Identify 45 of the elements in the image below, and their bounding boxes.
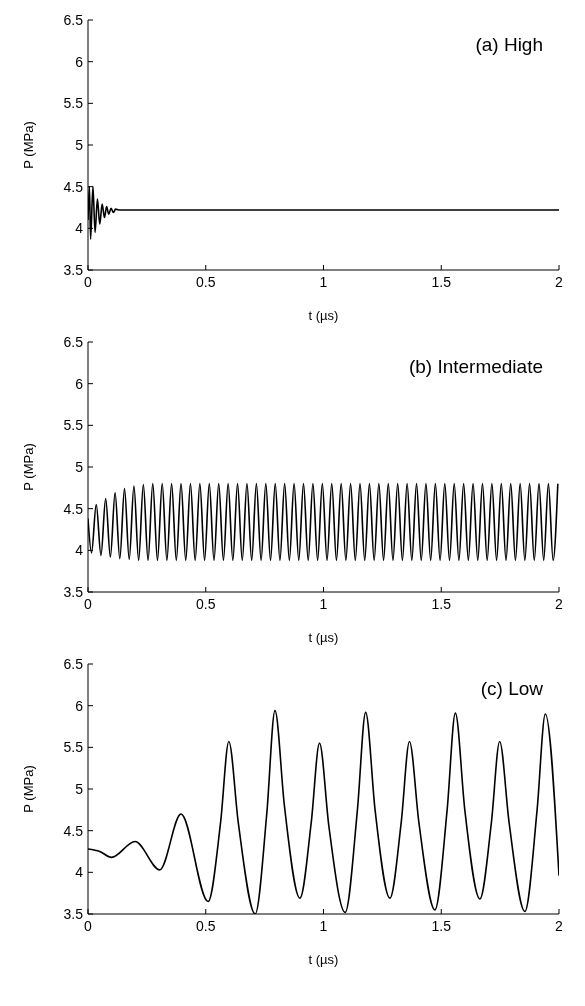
y-axis-title: P (MPa): [20, 121, 36, 169]
y-axis-title: P (MPa): [20, 443, 36, 491]
x-tick-label: 1: [319, 917, 328, 934]
y-tick-label: 3.5: [63, 583, 84, 600]
x-tick-label: 1: [319, 595, 328, 612]
x-tick-label: 1: [319, 273, 328, 290]
x-axis-title: t (µs): [308, 308, 339, 323]
x-tick-label: 1.5: [431, 273, 452, 290]
y-tick-label: 4: [75, 864, 84, 881]
y-tick-label: 6: [75, 375, 84, 392]
y-tick-label: 5: [75, 136, 84, 153]
y-tick-label: 5: [75, 780, 84, 797]
x-tick-label: 1.5: [431, 595, 452, 612]
x-tick-label: 2: [555, 595, 564, 612]
y-axis-title: P (MPa): [20, 765, 36, 813]
y-tick-label: 3.5: [63, 905, 84, 922]
x-tick-label: 1.5: [431, 917, 452, 934]
y-tick-label: 5.5: [63, 417, 84, 434]
x-tick-label: 2: [555, 273, 564, 290]
y-tick-label: 5: [75, 458, 84, 475]
x-tick-label: 0: [84, 273, 93, 290]
y-tick-label: 4: [75, 220, 84, 237]
y-tick-label: 4.5: [63, 500, 84, 517]
x-axis-title: t (µs): [308, 630, 339, 645]
y-tick-label: 6.5: [63, 333, 84, 350]
y-tick-label: 4.5: [63, 822, 84, 839]
text: (b) Intermediate: [408, 356, 543, 378]
x-tick-label: 2: [555, 917, 564, 934]
y-tick-label: 5.5: [63, 739, 84, 756]
text: (a) High: [475, 34, 543, 56]
y-tick-label: 4.5: [63, 178, 84, 195]
x-tick-label: 0: [84, 595, 93, 612]
text: (c) Low: [480, 678, 543, 700]
y-tick-label: 6: [75, 697, 84, 714]
y-tick-label: 6: [75, 53, 84, 70]
y-tick-label: 6.5: [63, 655, 84, 672]
x-tick-label: 0: [84, 917, 93, 934]
x-tick-label: 0.5: [196, 595, 216, 612]
x-tick-label: 0.5: [196, 273, 216, 290]
x-tick-label: 0.5: [196, 917, 216, 934]
y-tick-label: 5.5: [63, 95, 84, 112]
y-tick-label: 4: [75, 542, 84, 559]
y-tick-label: 3.5: [63, 261, 84, 278]
y-tick-label: 6.5: [63, 11, 84, 28]
x-axis-title: t (µs): [308, 952, 339, 967]
